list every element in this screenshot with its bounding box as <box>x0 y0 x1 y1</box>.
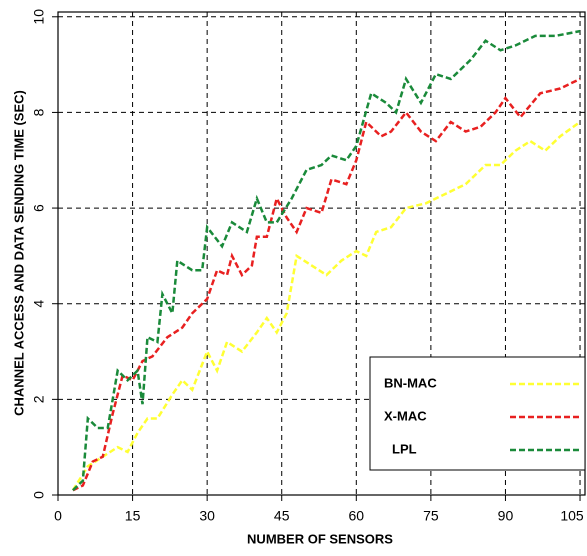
y-tick-label: 2 <box>31 395 47 403</box>
legend: BN-MAC X-MAC LPL <box>369 356 586 471</box>
x-tick-label: 0 <box>54 508 62 524</box>
x-tick-label: 45 <box>274 508 290 524</box>
data-line <box>71 120 581 491</box>
y-axis-title: CHANNEL ACCESS AND DATA SENDING TIME (SE… <box>11 90 26 416</box>
x-tick-label: 75 <box>423 508 439 524</box>
data-line <box>72 77 581 492</box>
x-axis-title: NUMBER OF SENSORS <box>247 531 393 546</box>
y-tick-label: 8 <box>31 108 47 116</box>
plot-frame <box>57 11 586 496</box>
x-tick-label: 60 <box>349 508 365 524</box>
data-line <box>72 29 581 492</box>
y-tick-label: 10 <box>31 9 47 25</box>
x-tick-label: 105 <box>560 508 584 524</box>
x-tick-label: 30 <box>199 508 215 524</box>
y-tick-label: 4 <box>31 300 47 308</box>
legend-label: BN-MAC <box>384 375 437 390</box>
x-tick-label: 15 <box>125 508 141 524</box>
x-tick-label: 90 <box>498 508 514 524</box>
y-tick-label: 6 <box>31 204 47 212</box>
legend-label: X-MAC <box>384 408 427 423</box>
y-tick-label: 0 <box>31 491 47 499</box>
legend-label: LPL <box>392 441 417 456</box>
